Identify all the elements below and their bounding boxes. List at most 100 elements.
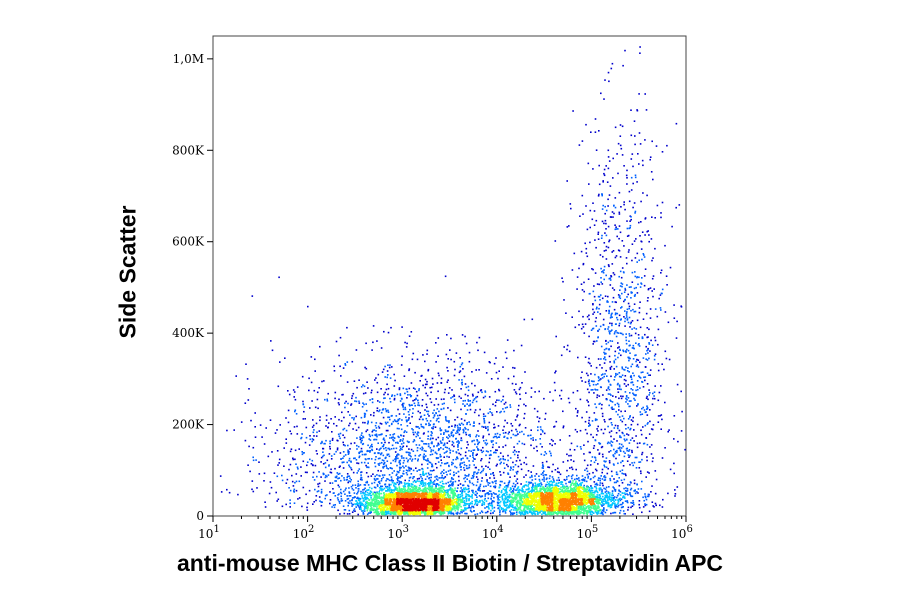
data-point bbox=[465, 512, 467, 515]
data-point bbox=[432, 437, 434, 440]
data-point bbox=[573, 252, 576, 255]
data-point bbox=[645, 411, 647, 413]
data-point bbox=[497, 507, 499, 510]
data-point bbox=[374, 508, 376, 511]
data-point bbox=[529, 476, 531, 479]
data-point bbox=[545, 483, 547, 486]
data-point bbox=[545, 490, 547, 493]
data-point bbox=[376, 509, 378, 511]
data-point bbox=[414, 388, 416, 390]
data-point bbox=[589, 513, 592, 515]
data-point bbox=[592, 383, 595, 386]
data-point bbox=[561, 277, 563, 279]
data-point bbox=[452, 442, 455, 444]
data-point bbox=[618, 372, 621, 374]
data-point bbox=[487, 492, 489, 494]
data-point bbox=[629, 428, 631, 431]
data-point bbox=[429, 481, 432, 484]
data-point bbox=[408, 368, 411, 370]
data-point bbox=[371, 443, 373, 446]
data-point bbox=[340, 495, 342, 498]
data-point bbox=[602, 432, 605, 435]
data-point bbox=[344, 493, 346, 495]
data-point bbox=[517, 465, 520, 468]
data-point bbox=[648, 394, 650, 396]
data-point bbox=[661, 288, 664, 291]
data-point bbox=[516, 442, 519, 445]
data-point bbox=[277, 385, 280, 388]
data-point bbox=[402, 387, 405, 390]
data-point bbox=[398, 461, 400, 464]
data-point bbox=[615, 372, 617, 375]
data-point bbox=[482, 469, 484, 472]
data-point bbox=[289, 430, 291, 432]
data-point bbox=[354, 457, 356, 459]
data-point bbox=[385, 435, 387, 437]
data-point bbox=[597, 295, 600, 298]
data-point bbox=[488, 490, 491, 492]
data-point bbox=[334, 467, 336, 470]
data-point bbox=[453, 471, 455, 474]
data-point bbox=[477, 489, 480, 492]
data-point bbox=[475, 454, 478, 456]
data-point bbox=[657, 415, 660, 417]
data-point bbox=[651, 485, 653, 487]
data-point bbox=[428, 415, 430, 417]
data-point bbox=[632, 501, 635, 504]
data-point bbox=[474, 471, 476, 473]
data-point bbox=[587, 401, 589, 403]
data-point bbox=[524, 490, 526, 493]
data-point bbox=[656, 204, 659, 207]
data-point bbox=[485, 473, 487, 475]
data-point bbox=[323, 454, 325, 457]
data-point bbox=[646, 395, 648, 398]
data-point bbox=[595, 483, 598, 486]
data-point bbox=[620, 443, 623, 446]
data-point bbox=[588, 404, 590, 407]
data-point bbox=[579, 429, 582, 432]
data-point bbox=[619, 285, 622, 287]
data-point bbox=[397, 477, 399, 480]
data-point bbox=[604, 476, 606, 479]
data-point bbox=[651, 277, 654, 280]
data-point bbox=[440, 408, 443, 411]
data-point bbox=[632, 206, 634, 209]
data-point bbox=[470, 507, 472, 509]
data-point bbox=[492, 443, 494, 446]
data-point bbox=[603, 250, 606, 252]
data-point bbox=[449, 349, 451, 351]
data-point bbox=[480, 470, 483, 473]
data-point bbox=[587, 477, 589, 479]
data-point bbox=[513, 375, 515, 378]
data-point bbox=[363, 492, 365, 495]
data-point bbox=[408, 387, 411, 390]
data-point bbox=[618, 275, 620, 278]
data-point bbox=[596, 490, 598, 493]
data-point bbox=[364, 498, 367, 501]
data-point bbox=[617, 499, 619, 501]
data-point bbox=[279, 424, 281, 426]
data-point bbox=[474, 499, 476, 502]
data-point bbox=[598, 494, 600, 496]
data-point bbox=[345, 400, 347, 403]
data-point bbox=[496, 436, 498, 439]
data-point bbox=[418, 418, 421, 421]
data-point bbox=[328, 465, 330, 467]
data-point bbox=[412, 408, 414, 410]
data-point bbox=[348, 513, 351, 515]
data-point bbox=[523, 497, 526, 499]
data-point bbox=[419, 454, 422, 456]
data-point bbox=[465, 488, 468, 491]
data-point bbox=[601, 415, 604, 418]
data-point bbox=[364, 503, 367, 506]
data-point bbox=[353, 418, 355, 421]
data-point bbox=[378, 491, 380, 493]
data-point bbox=[440, 382, 442, 384]
data-point bbox=[387, 468, 390, 470]
data-point bbox=[552, 478, 555, 480]
data-point bbox=[623, 245, 625, 247]
data-point bbox=[518, 491, 520, 493]
data-point bbox=[389, 437, 391, 439]
data-point bbox=[605, 343, 608, 345]
data-point bbox=[513, 446, 515, 448]
